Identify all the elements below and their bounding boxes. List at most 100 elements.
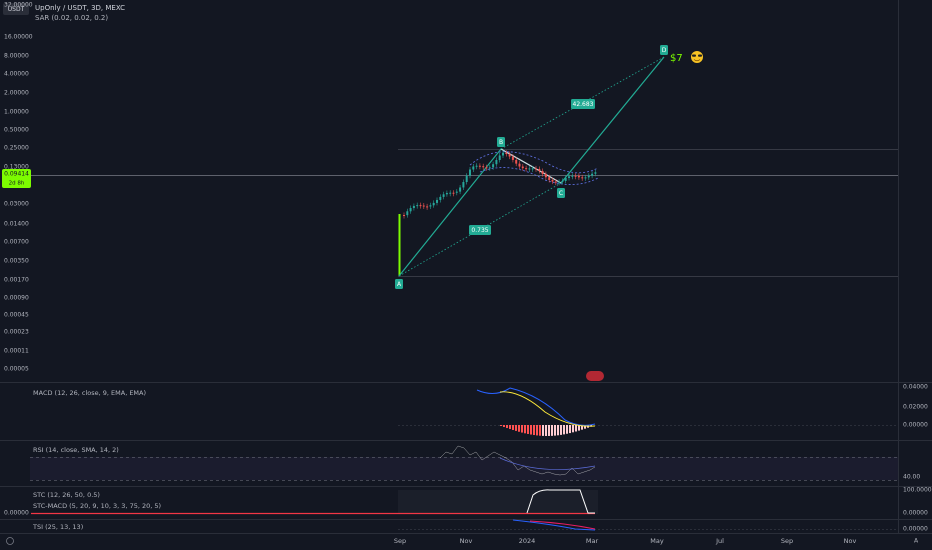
histogram-bar [584, 425, 586, 429]
ratio-badge [571, 99, 595, 109]
current-price-badge [2, 169, 31, 188]
candle-body [502, 152, 504, 156]
symbol-badge[interactable] [3, 3, 29, 15]
candle-body [403, 215, 405, 216]
pane-label: TSI (25, 13, 13) [32, 523, 83, 531]
macd-histogram [500, 425, 592, 436]
candle-body [439, 196, 442, 200]
pane-left-value: 0.00000 [4, 510, 29, 517]
point-badge [497, 137, 505, 147]
time-axis-label: Mar [586, 537, 599, 545]
candle-body [594, 172, 597, 174]
stc-line [526, 489, 595, 514]
price-axis-label: 0.00090 [4, 295, 29, 302]
candle-body [452, 192, 455, 194]
histogram-bar [554, 425, 556, 436]
candle-body [518, 163, 521, 167]
candle-body [515, 159, 518, 164]
pane-axis-label: 100.00000 [903, 487, 932, 494]
candle-body [544, 173, 547, 178]
candle-body [561, 180, 564, 182]
current-price: 0.09414 [4, 171, 29, 178]
pane-label: MACD (12, 26, close, 9, EMA, EMA) [33, 389, 146, 397]
time-axis-label: May [650, 537, 664, 545]
price-axis-label: 0.00170 [4, 277, 29, 284]
histogram-bar [569, 425, 571, 434]
candle-body [581, 177, 584, 179]
chart-title: UpOnly / USDT, 3D, MEXC [35, 4, 125, 12]
auto-scale-icon[interactable]: A [914, 538, 919, 545]
histogram-bar [527, 425, 529, 434]
pane-label: STC-MACD (5, 20, 9, 10, 3, 3, 75, 20, 5) [33, 502, 161, 510]
histogram-bar [557, 425, 559, 436]
ratio-badge [469, 225, 491, 235]
candle-body [495, 160, 498, 165]
candle-body [416, 205, 419, 207]
candle-body [525, 168, 528, 170]
candle-body [419, 205, 422, 207]
candle-body [426, 206, 429, 208]
stc-area [398, 490, 598, 514]
event-flag[interactable] [586, 371, 604, 381]
emoji-icon [691, 51, 703, 63]
histogram-bar [545, 425, 547, 436]
price-axis-label: 4.00000 [4, 71, 29, 78]
histogram-bar [521, 425, 523, 433]
time-axis-label: 2024 [519, 537, 536, 545]
histogram-bar [560, 425, 562, 435]
histogram-bar [536, 425, 538, 436]
candle-body [469, 169, 471, 176]
candle-body [475, 165, 478, 167]
price-axis-label: 2.00000 [4, 90, 29, 97]
histogram-bar [539, 425, 541, 436]
candle-body [531, 168, 534, 170]
rsi-line [439, 445, 596, 476]
histogram-bar [572, 425, 574, 433]
point-badge [395, 279, 403, 289]
sar-envelope [469, 151, 599, 174]
price-axis-label: 0.25000 [4, 145, 29, 152]
time-axis-label: Sep [781, 537, 793, 545]
histogram-bar [512, 425, 514, 430]
price-axis-label: 0.00005 [4, 366, 29, 373]
candle-body [564, 177, 567, 181]
price-axis-label: 8.00000 [4, 53, 29, 60]
rsi-ma [499, 457, 596, 470]
histogram-bar [515, 425, 517, 431]
pane-label: STC (12, 26, 50, 0.5) [33, 491, 100, 499]
candle-body [554, 181, 557, 183]
ratio-label: 0.735 [471, 227, 488, 234]
candle-body [482, 166, 485, 168]
tsi-signal [529, 520, 596, 530]
candle-body [551, 179, 554, 182]
candle-body [429, 205, 432, 207]
candle-body [462, 182, 465, 188]
candle-body [511, 156, 514, 160]
candles [403, 150, 597, 219]
price-axis-label: 0.01400 [4, 221, 29, 228]
histogram-bar [524, 425, 526, 434]
price-axis-label: 0.00011 [4, 348, 29, 355]
candle-body [587, 175, 590, 178]
candle-body [442, 194, 445, 197]
histogram-bar [578, 425, 580, 431]
timezone-icon[interactable] [6, 537, 14, 545]
time-axis-label: Nov [460, 537, 473, 545]
symbol-badge-text: USDT [8, 6, 25, 13]
histogram-bar [503, 425, 505, 428]
candle-body [508, 154, 511, 157]
candle-body [465, 175, 468, 183]
left-value-badge [1, 508, 31, 518]
price-axis-label: 1.00000 [4, 109, 29, 116]
candle-body [577, 175, 580, 178]
candle-body [571, 175, 574, 177]
price-axis-label: 32.00000 [4, 2, 33, 9]
price-axis-label: 0.50000 [4, 127, 29, 134]
histogram-bar [551, 425, 553, 436]
point-badge [557, 188, 565, 198]
histogram-bar [566, 425, 568, 434]
candle-body [422, 205, 425, 207]
candle-body [505, 152, 508, 155]
